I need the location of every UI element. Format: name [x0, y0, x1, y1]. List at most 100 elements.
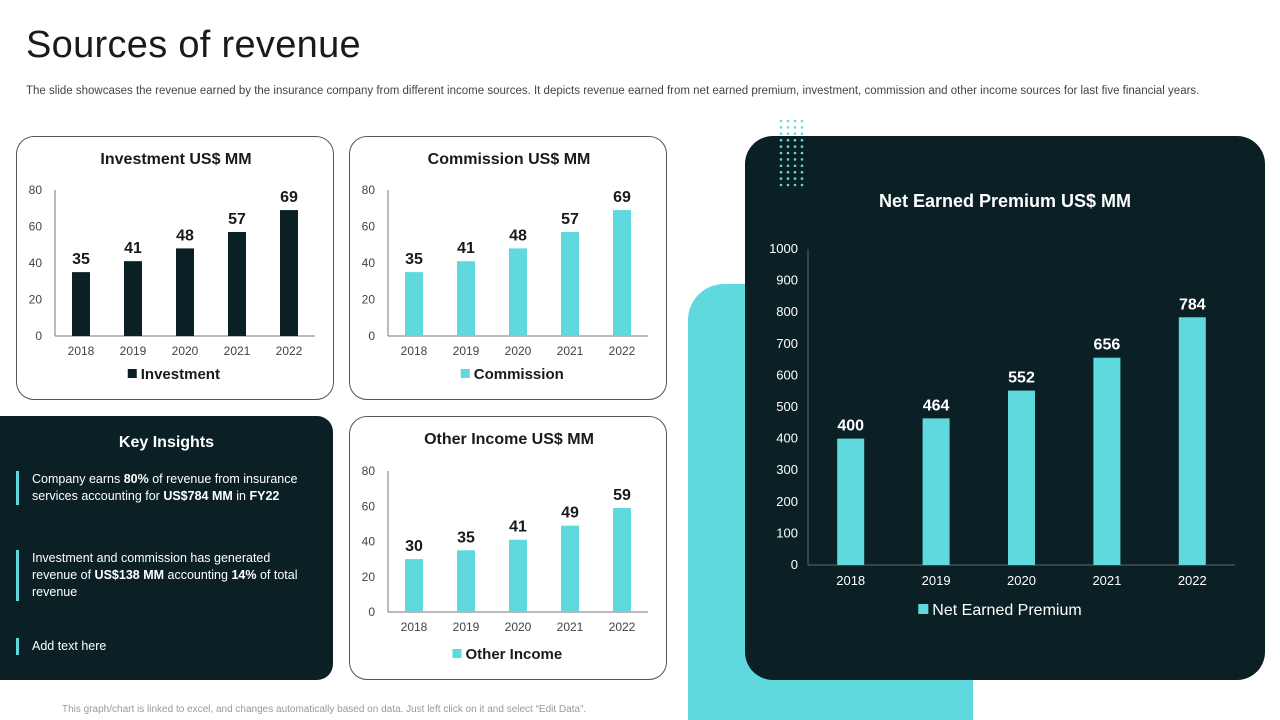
- decorative-dot: [800, 119, 804, 123]
- net-earned-premium-y-tick-label: 900: [776, 273, 798, 288]
- other-income-y-tick-label: 20: [362, 570, 376, 584]
- decorative-dot: [793, 151, 797, 155]
- investment-bar-2022: [280, 210, 298, 336]
- investment-chart: Investment US$ MM 0 20 40 60 80 35 2018 41 2019 48…: [29, 151, 315, 383]
- investment-legend-swatch: [127, 369, 137, 378]
- investment-y-tick-label: 40: [29, 256, 43, 270]
- other-income-bar-2020: [509, 539, 527, 612]
- commission-y-tick-label: 60: [362, 220, 376, 234]
- commission-chart: Commission US$ MM 0 20 40 60 80 35 2018 41 2019 48…: [362, 151, 648, 383]
- other-income-data-label-2022: 59: [613, 487, 631, 504]
- commission-data-label-2021: 57: [561, 211, 579, 228]
- decorative-dot: [793, 145, 797, 148]
- net-earned-premium-panel: Net Earned Premium US$ MM 0 100 200 300 400 50…: [745, 136, 1265, 680]
- decorative-dot: [779, 132, 783, 136]
- other-income-bar-2019: [457, 550, 475, 612]
- net-earned-premium-bar-2019: [922, 418, 950, 565]
- net-earned-premium-data-label-2018: 400: [837, 418, 864, 435]
- other-income-chart: Other Income US$ MM 0 20 40 60 80 30 2018 35 2019…: [362, 431, 648, 663]
- investment-bar-2019: [124, 261, 142, 336]
- investment-bar-2018: [72, 272, 90, 336]
- commission-data-label-2018: 35: [405, 251, 423, 268]
- net-earned-premium-data-label-2022: 784: [1179, 296, 1206, 313]
- investment-bar-2021: [228, 231, 246, 336]
- other-income-legend-label: Other Income: [466, 646, 563, 663]
- decorative-dot: [786, 158, 790, 161]
- net-earned-premium-x-tick-label-2021: 2021: [1092, 573, 1121, 588]
- investment-data-label-2020: 48: [176, 227, 194, 244]
- decorative-dot: [786, 177, 790, 180]
- investment-x-tick-label-2022: 2022: [276, 344, 303, 358]
- decorative-dot: [786, 138, 790, 142]
- net-earned-premium-y-tick-label: 700: [776, 336, 798, 351]
- other-income-legend-swatch: [452, 649, 462, 658]
- decorative-dot: [779, 138, 783, 142]
- investment-data-label-2019: 41: [124, 240, 142, 257]
- other-income-y-tick-label: 60: [362, 499, 376, 513]
- investment-y-tick-label: 0: [35, 329, 42, 343]
- decorative-dot: [793, 158, 797, 161]
- other-income-bar-2021: [561, 525, 579, 612]
- decorative-dot: [779, 126, 783, 129]
- net-earned-premium-chart-title: Net Earned Premium US$ MM: [879, 191, 1131, 211]
- decorative-dot: [779, 158, 783, 161]
- decorative-dot: [786, 183, 790, 187]
- net-earned-premium-x-tick-label-2018: 2018: [836, 573, 865, 588]
- decorative-dot: [786, 132, 790, 136]
- net-earned-premium-data-label-2021: 656: [1094, 337, 1121, 354]
- commission-x-tick-label-2022: 2022: [609, 344, 636, 358]
- net-earned-premium-chart: Net Earned Premium US$ MM 0 100 200 300 400 50…: [769, 191, 1235, 619]
- commission-legend-label: Commission: [474, 366, 564, 383]
- investment-data-label-2021: 57: [228, 211, 246, 228]
- decorative-dot: [800, 126, 804, 129]
- investment-data-label-2018: 35: [72, 251, 90, 268]
- other-income-data-label-2021: 49: [561, 505, 579, 522]
- net-earned-premium-data-label-2019: 464: [923, 397, 950, 414]
- other-income-data-label-2019: 35: [457, 529, 475, 546]
- commission-chart-card: Commission US$ MM 0 20 40 60 80 35 2018 41 2019 48…: [349, 136, 667, 400]
- investment-chart-card: Investment US$ MM 0 20 40 60 80 35 2018 41 2019 48…: [16, 136, 334, 400]
- net-earned-premium-y-tick-label: 600: [776, 367, 798, 382]
- other-income-bar-2018: [405, 559, 423, 612]
- investment-y-tick-label: 20: [29, 293, 43, 307]
- commission-bar-2020: [509, 248, 527, 336]
- decorative-dot: [779, 177, 783, 180]
- decorative-dot: [786, 126, 790, 129]
- commission-y-tick-label: 40: [362, 256, 376, 270]
- decorative-dot: [800, 151, 804, 155]
- insight-item-3: Add text here: [16, 638, 306, 655]
- net-earned-premium-y-tick-label: 200: [776, 494, 798, 509]
- insight-item-2: Investment and commission has generated …: [16, 550, 306, 601]
- net-earned-premium-y-tick-label: 300: [776, 462, 798, 477]
- other-income-x-tick-label-2018: 2018: [401, 620, 428, 634]
- decorative-dot: [800, 170, 804, 174]
- net-earned-premium-legend-swatch: [918, 604, 929, 614]
- net-earned-premium-data-label-2020: 552: [1008, 370, 1035, 387]
- investment-y-tick-label: 80: [29, 183, 43, 197]
- other-income-y-tick-label: 80: [362, 464, 376, 478]
- other-income-x-tick-label-2019: 2019: [453, 620, 480, 634]
- decorative-dot: [779, 119, 783, 123]
- other-income-data-label-2018: 30: [405, 538, 423, 555]
- page-subtitle: The slide showcases the revenue earned b…: [26, 85, 1200, 97]
- decorative-dot: [793, 170, 797, 174]
- decorative-dot: [793, 126, 797, 129]
- decorative-dot: [786, 119, 790, 123]
- decorative-dot: [793, 183, 797, 187]
- decorative-dot: [800, 132, 804, 136]
- net-earned-premium-bar-2021: [1093, 357, 1121, 565]
- investment-x-tick-label-2018: 2018: [68, 344, 95, 358]
- commission-bar-2018: [405, 272, 423, 336]
- decorative-dot: [800, 164, 804, 168]
- key-insights-title: Key Insights: [118, 434, 215, 451]
- decorative-dot: [800, 177, 804, 180]
- commission-x-tick-label-2020: 2020: [505, 344, 532, 358]
- decorative-dot: [779, 164, 783, 168]
- net-earned-premium-x-tick-label-2019: 2019: [922, 573, 951, 588]
- commission-x-tick-label-2019: 2019: [453, 344, 480, 358]
- decorative-dot: [786, 170, 790, 174]
- commission-x-tick-label-2021: 2021: [557, 344, 584, 358]
- commission-chart-title: Commission US$ MM: [428, 151, 591, 168]
- key-insights-panel: Key Insights Company earns 80% of revenu…: [0, 416, 333, 680]
- commission-data-label-2019: 41: [457, 240, 475, 257]
